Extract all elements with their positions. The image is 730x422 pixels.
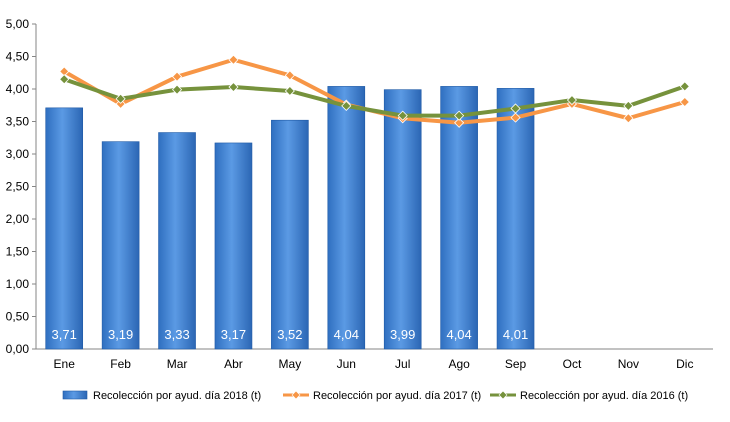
bar-data-label: 3,99 xyxy=(390,327,415,342)
x-tick-label: Dic xyxy=(676,357,693,371)
bar xyxy=(271,119,309,350)
legend-swatch xyxy=(62,390,88,400)
legend-label: Recolección por ayud. día 2016 (t) xyxy=(520,390,688,402)
line-series xyxy=(59,54,690,128)
bar xyxy=(101,141,140,350)
y-tick-label: 2,00 xyxy=(6,212,30,226)
x-tick-label: Jun xyxy=(337,357,356,371)
x-tick-label: Feb xyxy=(110,357,131,371)
x-tick-label: Jul xyxy=(395,357,410,371)
bar xyxy=(496,88,535,350)
y-tick-label: 2,50 xyxy=(6,180,30,194)
bar-series: 3,71 3,19 3,33 3,17 3,52 4,04 3,99 4,04 4,01 xyxy=(45,86,535,350)
legend-label: Recolección por ayud. día 2018 (t) xyxy=(93,390,261,402)
x-tick-label: Ene xyxy=(54,357,76,371)
x-tick-label: Nov xyxy=(618,357,639,371)
line-point xyxy=(59,74,70,85)
axes: 0,00 0,50 1,00 1,50 2,00 2,50 3,00 3,50 4,00 4,50… xyxy=(6,17,713,371)
bar xyxy=(214,142,253,350)
y-tick-label: 5,00 xyxy=(6,17,30,31)
y-tick-label: 4,50 xyxy=(6,50,30,64)
line-point xyxy=(454,117,465,128)
x-tick-label: May xyxy=(279,357,302,371)
bar xyxy=(158,132,196,350)
bar xyxy=(45,107,84,350)
x-tick-label: Mar xyxy=(167,357,188,371)
y-tick-label: 3,50 xyxy=(6,115,30,129)
line-point xyxy=(510,103,521,114)
series-line xyxy=(62,77,687,118)
line-point xyxy=(341,100,352,111)
y-tick-label: 1,50 xyxy=(6,245,30,259)
y-tick-label: 1,00 xyxy=(6,277,30,291)
line-point xyxy=(228,81,239,93)
line-point xyxy=(115,93,126,104)
x-tick-label: Oct xyxy=(563,357,582,371)
bar xyxy=(327,86,366,350)
line-point xyxy=(623,113,634,124)
legend-marker xyxy=(291,390,301,400)
legend-label: Recolección por ayud. día 2017 (t) xyxy=(313,390,481,402)
x-tick-label: Sep xyxy=(505,357,527,371)
bar xyxy=(440,86,478,350)
bar-data-label: 3,33 xyxy=(164,327,189,342)
line-point xyxy=(566,94,578,106)
bar-data-label: 3,71 xyxy=(52,327,77,342)
line-point xyxy=(510,112,521,123)
bar-data-label: 4,04 xyxy=(334,327,359,342)
x-tick-label: Abr xyxy=(224,357,243,371)
line-point xyxy=(284,85,295,97)
y-tick-label: 4,00 xyxy=(6,82,30,96)
line-point xyxy=(679,96,690,108)
line-point xyxy=(397,110,408,121)
line-point xyxy=(228,54,239,65)
x-tick-label: Ago xyxy=(448,357,470,371)
bar xyxy=(383,89,422,350)
bar-data-label: 4,04 xyxy=(446,327,471,342)
legend-marker xyxy=(498,390,508,400)
line-point xyxy=(115,98,126,110)
line-point xyxy=(284,70,295,81)
bar-data-label: 4,01 xyxy=(503,327,528,342)
line-point xyxy=(171,71,183,82)
y-tick-label: 0,00 xyxy=(6,342,30,356)
bar-data-label: 3,19 xyxy=(108,327,133,342)
line-point xyxy=(623,100,634,111)
y-tick-label: 0,50 xyxy=(6,310,30,324)
line-point xyxy=(454,110,465,121)
bar-data-label: 3,52 xyxy=(277,327,302,342)
legend: Recolección por ayud. día 2018 (t) Recole… xyxy=(62,390,688,402)
line-point xyxy=(679,81,690,92)
y-tick-label: 3,00 xyxy=(6,147,30,161)
line-point xyxy=(171,84,183,95)
bar-data-label: 3,17 xyxy=(221,327,246,342)
